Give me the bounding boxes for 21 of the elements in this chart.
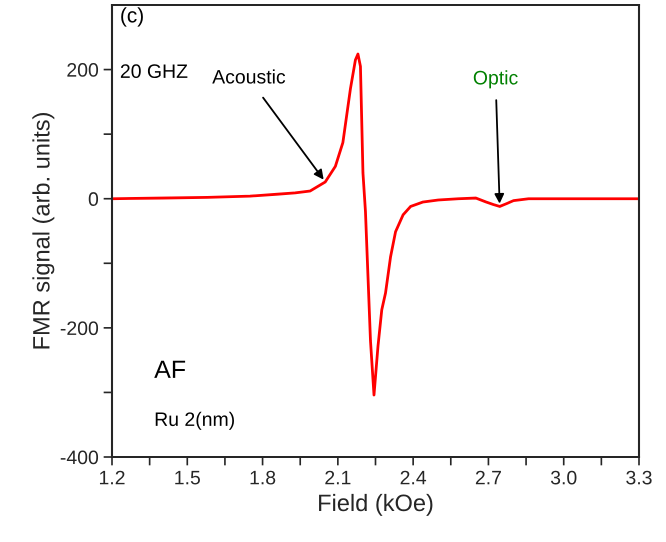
annotation: AF [154, 360, 186, 378]
y-tick-label: 0 [88, 192, 98, 206]
x-tick-label: 1.2 [100, 470, 125, 484]
y-tick-label: -200 [60, 321, 98, 336]
annotation: Ru 2(nm) [156, 412, 234, 430]
annotation: 20 GHZ [120, 64, 188, 78]
x-tick-label: 2.1 [325, 470, 350, 484]
y-tick-label: 200 [67, 63, 98, 77]
annotation: Optic [474, 70, 518, 88]
x-tick-label: 2.7 [476, 470, 501, 484]
x-tick-label: 1.5 [175, 470, 200, 484]
y-axis-title: FMR signal (arb. units) [32, 113, 54, 348]
x-tick-label: 2.4 [400, 470, 426, 484]
x-tick-label: 3.0 [550, 470, 576, 484]
x-tick-label: 1.8 [250, 470, 276, 484]
x-tick-label: 3.3 [626, 470, 652, 484]
x-axis-title: Field (kOe) [319, 494, 432, 516]
annotation: Acoustic [212, 69, 286, 84]
annotation: (c) [121, 7, 143, 27]
y-tick-label: -400 [60, 450, 98, 464]
line-series [112, 52, 639, 396]
